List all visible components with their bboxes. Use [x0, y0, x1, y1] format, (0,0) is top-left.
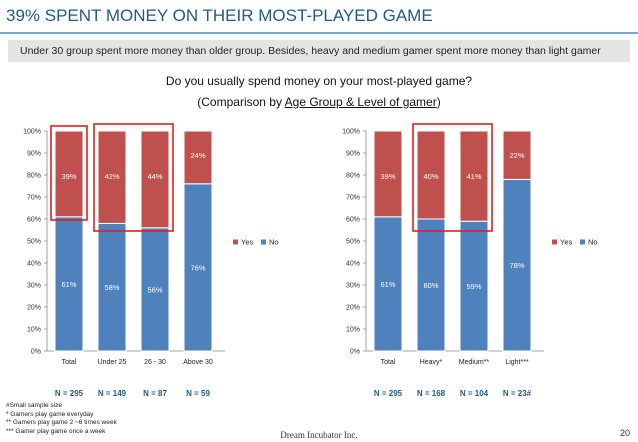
- footnote: * Gamers play game everyday: [6, 410, 94, 418]
- bar-segment-no: [183, 183, 213, 352]
- bar-segment-yes: [140, 130, 170, 229]
- legend-swatch-no: [580, 239, 585, 245]
- y-tick-label: 90%: [27, 151, 41, 158]
- bar-segment-no: [416, 218, 446, 352]
- x-tick-label: 26 - 30: [144, 359, 166, 366]
- data-label: 39%: [61, 172, 76, 181]
- data-label: 61%: [380, 280, 395, 289]
- legend-label: No: [269, 238, 279, 247]
- x-tick-label: Under 25: [98, 359, 127, 366]
- sample-size-label: N = 295: [374, 389, 403, 398]
- bar-segment-yes: [373, 130, 403, 218]
- age-group-chart: 0% 10% 20% 30% 40% 50% 60% 70% 80% 90% 100% 61% 39% T…: [23, 123, 279, 398]
- subtitle-underlined: Age Group & Level of gamer: [284, 95, 437, 109]
- footnote: *** Gamer play game once a week: [6, 427, 106, 435]
- survey-question: Do you usually spend money on your most-…: [165, 74, 473, 88]
- bar-segment-yes: [502, 130, 532, 180]
- highlight-box: [50, 125, 88, 221]
- sample-size-label: N = 104: [460, 389, 489, 398]
- legend-swatch-no: [261, 239, 266, 245]
- y-tick-label: 60%: [27, 217, 41, 224]
- y-tick-label: 30%: [346, 283, 360, 290]
- y-tick-label: 50%: [27, 239, 41, 246]
- y-tick-label: 40%: [27, 261, 41, 268]
- company-name: Dream Incubator Inc.: [280, 430, 358, 440]
- subtitle-suffix: ): [436, 95, 441, 109]
- bar-segment-yes: [97, 130, 127, 224]
- y-tick-label: 70%: [27, 195, 41, 202]
- y-tick-label: 0%: [31, 349, 41, 356]
- bar-segment-no: [97, 222, 127, 352]
- highlight-box: [412, 123, 493, 232]
- bar-segment-no: [459, 220, 489, 352]
- y-tick-label: 100%: [23, 129, 41, 136]
- legend-label: Yes: [560, 238, 572, 247]
- data-label: 40%: [423, 172, 438, 181]
- data-label: 58%: [104, 283, 119, 292]
- data-label: 76%: [190, 263, 205, 272]
- y-tick-label: 10%: [346, 327, 360, 334]
- bar-segment-no: [373, 216, 403, 352]
- page-number: 20: [619, 428, 630, 438]
- bar-segment-yes: [416, 130, 446, 220]
- y-tick-label: 90%: [346, 151, 360, 158]
- data-label: 41%: [466, 172, 481, 181]
- data-label: 60%: [423, 281, 438, 290]
- x-tick-label: Heavy*: [420, 359, 443, 366]
- x-tick-label: Medium**: [459, 359, 490, 366]
- data-label: 22%: [509, 151, 524, 160]
- legend-swatch-yes: [552, 239, 557, 245]
- bar-segment-yes: [459, 130, 489, 222]
- key-message-banner: Under 30 group spent more money than old…: [8, 40, 630, 62]
- y-tick-label: 30%: [27, 283, 41, 290]
- x-tick-label: Above 30: [183, 359, 213, 366]
- legend-label: No: [588, 238, 598, 247]
- sample-size-label: N = 87: [143, 389, 167, 398]
- y-tick-label: 80%: [346, 173, 360, 180]
- bar-segment-yes: [54, 130, 84, 218]
- data-label: 56%: [147, 285, 162, 294]
- x-tick-label: Light***: [505, 359, 529, 366]
- footnotes: #Small sample size * Gamers play game ev…: [6, 402, 117, 436]
- y-tick-label: 80%: [27, 173, 41, 180]
- comparison-subtitle: (Comparison by Age Group & Level of game…: [0, 95, 638, 109]
- y-tick-label: 50%: [346, 239, 360, 246]
- bar-segment-no: [502, 178, 532, 352]
- data-label: 24%: [190, 151, 205, 160]
- sample-size-label: N = 59: [186, 389, 210, 398]
- footnote: ** Gamers play game 2 ~6 times week: [6, 419, 117, 426]
- legend-label: Yes: [241, 238, 253, 247]
- y-tick-label: 20%: [346, 305, 360, 312]
- bar-segment-no: [54, 216, 84, 352]
- sample-size-label: N = 23#: [503, 389, 532, 398]
- data-label: 78%: [509, 261, 524, 270]
- data-label: 44%: [147, 172, 162, 181]
- highlight-box: [93, 123, 174, 232]
- data-label: 59%: [466, 282, 481, 291]
- gamer-level-chart: 0% 10% 20% 30% 40% 50% 60% 70% 80% 90% 100% 61% 39% T…: [342, 123, 598, 398]
- sample-size-label: N = 149: [98, 389, 127, 398]
- y-tick-label: 70%: [346, 195, 360, 202]
- title-divider: [0, 32, 638, 34]
- bar-segment-yes: [183, 130, 213, 185]
- data-label: 61%: [61, 280, 76, 289]
- y-tick-label: 60%: [346, 217, 360, 224]
- data-label: 42%: [104, 172, 119, 181]
- footnote: #Small sample size: [6, 402, 62, 409]
- y-tick-label: 10%: [27, 327, 41, 334]
- legend-swatch-yes: [233, 239, 238, 245]
- sample-size-label: N = 168: [417, 389, 446, 398]
- x-tick-label: Total: [62, 359, 77, 366]
- y-tick-label: 100%: [342, 129, 360, 136]
- y-tick-label: 20%: [27, 305, 41, 312]
- subtitle-prefix: (Comparison by: [197, 95, 285, 109]
- y-tick-label: 40%: [346, 261, 360, 268]
- sample-size-label: N = 295: [55, 389, 84, 398]
- slide-title: 39% SPENT MONEY ON THEIR MOST-PLAYED GAM…: [6, 6, 433, 25]
- x-tick-label: Total: [381, 359, 396, 366]
- y-tick-label: 0%: [350, 349, 360, 356]
- data-label: 39%: [380, 172, 395, 181]
